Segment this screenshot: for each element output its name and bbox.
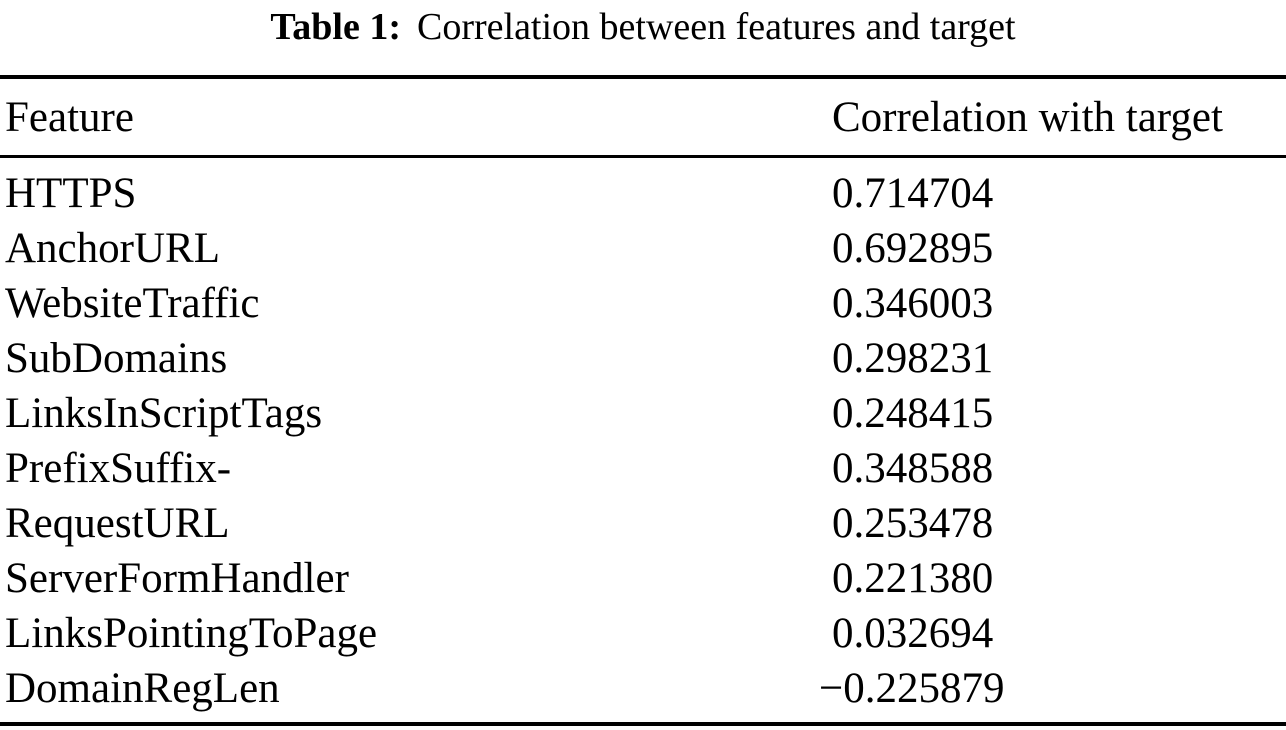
correlation-cell: 0.346003 bbox=[832, 280, 994, 327]
correlation-cell: 0.298231 bbox=[832, 335, 994, 382]
feature-cell: DomainRegLen bbox=[5, 665, 280, 712]
feature-cell: LinksPointingToPage bbox=[5, 610, 378, 657]
table-row: LinksInScriptTags 0.248415 bbox=[0, 386, 1286, 441]
correlation-cell: 0.692895 bbox=[832, 225, 994, 272]
correlation-cell: 0.348588 bbox=[832, 445, 994, 492]
table-row: SubDomains 0.298231 bbox=[0, 331, 1286, 386]
correlation-cell: 0.221380 bbox=[832, 555, 994, 602]
table-body: HTTPS 0.714704 AnchorURL 0.692895 WebsiteTra… bbox=[0, 157, 1286, 725]
correlation-cell: 0.714704 bbox=[832, 170, 994, 217]
feature-cell: ServerFormHandler bbox=[5, 555, 349, 602]
correlation-table: Feature Correlation with target HTTPS 0.7… bbox=[0, 75, 1286, 726]
correlation-cell: 0.253478 bbox=[832, 500, 994, 547]
correlation-cell: 0.248415 bbox=[832, 390, 994, 437]
table-row: ServerFormHandler 0.221380 bbox=[0, 551, 1286, 606]
feature-cell: AnchorURL bbox=[5, 225, 220, 272]
column-header-correlation: Correlation with target bbox=[832, 77, 1286, 158]
feature-cell: HTTPS bbox=[5, 170, 137, 217]
table-row: LinksPointingToPage 0.032694 bbox=[0, 606, 1286, 661]
table-caption: Table 1: Correlation between features and… bbox=[0, 0, 1286, 52]
table-row: RequestURL 0.253478 bbox=[0, 496, 1286, 551]
feature-cell: LinksInScriptTags bbox=[5, 390, 323, 437]
table-row: HTTPS 0.714704 bbox=[0, 157, 1286, 222]
table-row: DomainRegLen −0.225879 bbox=[0, 661, 1286, 724]
feature-cell: WebsiteTraffic bbox=[5, 280, 260, 327]
table-row: PrefixSuffix- 0.348588 bbox=[0, 441, 1286, 496]
column-header-feature: Feature bbox=[0, 77, 832, 158]
correlation-cell: 0.032694 bbox=[832, 610, 994, 657]
correlation-cell: −0.225879 bbox=[819, 665, 1005, 712]
feature-cell: SubDomains bbox=[5, 335, 228, 382]
table-row: WebsiteTraffic 0.346003 bbox=[0, 276, 1286, 331]
feature-cell: PrefixSuffix- bbox=[5, 445, 232, 492]
feature-cell: RequestURL bbox=[5, 500, 230, 547]
table-header: Feature Correlation with target bbox=[0, 77, 1286, 158]
table-caption-text: Correlation between features and target bbox=[416, 6, 1016, 48]
table-caption-label: Table 1: bbox=[270, 6, 401, 48]
table-row: AnchorURL 0.692895 bbox=[0, 221, 1286, 276]
header-row: Feature Correlation with target bbox=[0, 77, 1286, 158]
